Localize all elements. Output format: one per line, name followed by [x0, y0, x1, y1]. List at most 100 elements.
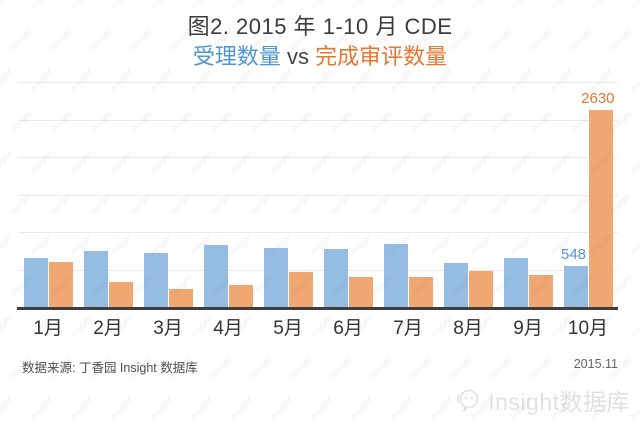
- subtitle-series-reviewed: 完成审评数量: [315, 44, 448, 69]
- bar-受理数量-1月: [23, 257, 48, 307]
- bar-受理数量-5月: [263, 248, 288, 307]
- bar-完成审评数量-2月: [108, 281, 133, 307]
- bar-group-4月: [198, 82, 258, 307]
- watermark-text: Insight: [189, 0, 214, 11]
- insight-logo-icon: [456, 389, 479, 412]
- x-label-6月: 6月: [333, 318, 363, 339]
- date-label: 2015.11: [573, 357, 618, 371]
- x-label-9月: 9月: [513, 318, 543, 339]
- bar-group-8月: [438, 82, 498, 307]
- bar-group-7月: [378, 82, 438, 307]
- watermark-text: Insight: [0, 0, 14, 11]
- bar-group-2月: [78, 82, 138, 307]
- data-source-label: 数据来源: 丁香园 Insight 数据库: [22, 361, 198, 375]
- chart-title: 图2. 2015 年 1-10 月 CDE: [187, 14, 453, 39]
- bar-受理数量-10月: 548: [561, 247, 588, 307]
- value-label-2630: 2630: [581, 89, 615, 107]
- gridline-1000: [18, 232, 618, 234]
- bar-完成审评数量-3月: [168, 289, 193, 307]
- watermark-text: Insight: [309, 0, 334, 11]
- watermark-text: Insight: [188, 395, 214, 422]
- bar-group-6月: [318, 82, 378, 307]
- insight-logo: Insight数据库: [453, 383, 630, 417]
- watermark-text: Insight: [348, 395, 374, 422]
- watermark-text: Insight: [389, 0, 414, 11]
- subtitle-vs: vs: [280, 44, 316, 69]
- watermark-text: Insight: [629, 0, 640, 11]
- gridline-2000: [18, 157, 618, 159]
- watermark-text: Insight: [148, 395, 174, 422]
- x-label-5月: 5月: [273, 318, 303, 339]
- watermark-text: Insight: [268, 395, 294, 422]
- gridline-500: [18, 269, 618, 271]
- bar-group-3月: [138, 82, 198, 307]
- watermark-text: Insight: [28, 395, 54, 422]
- watermark-text: Insight: [0, 149, 14, 176]
- watermark-text: Insight: [69, 0, 94, 11]
- watermark-text: Insight: [509, 0, 534, 11]
- watermark-text: Insight: [149, 0, 174, 11]
- watermark-text: Insight: [0, 231, 14, 258]
- bar-受理数量-2月: [83, 250, 108, 307]
- bar-完成审评数量-8月: [468, 271, 493, 307]
- watermark-text: Insight: [628, 231, 640, 258]
- watermark-text: Insight: [349, 0, 374, 11]
- watermark-text: Insight: [308, 395, 334, 422]
- bar-受理数量-6月: [323, 248, 348, 307]
- x-axis-line: [17, 307, 618, 310]
- x-label-4月: 4月: [213, 318, 243, 339]
- watermark-text: Insight: [0, 313, 14, 340]
- bar-受理数量-8月: [443, 263, 468, 307]
- bar-完成审评数量-4月: [228, 284, 253, 307]
- watermark-text: Insight: [229, 0, 254, 11]
- watermark-text: Insight: [388, 395, 414, 422]
- footer: 数据来源: 丁香园 Insight 数据库 2015.11: [22, 357, 618, 376]
- x-label-2月: 2月: [93, 318, 123, 339]
- watermark-text: Insight: [589, 0, 614, 11]
- watermark-text: Insight: [429, 0, 454, 11]
- plot-area: 548 2630: [17, 82, 618, 310]
- bar-series-container: 548 2630: [18, 82, 618, 307]
- watermark-text: Insight: [108, 395, 134, 422]
- bar-group-9月: [498, 82, 558, 307]
- bar-完成审评数量-10月: 2630: [581, 91, 615, 307]
- insight-logo-text: Insight数据库: [488, 389, 630, 415]
- bar-完成审评数量-1月: [48, 261, 73, 307]
- watermark-text: Insight: [628, 313, 640, 340]
- watermark-text: Insight: [109, 0, 134, 11]
- watermark-text: Insight: [0, 395, 14, 422]
- subtitle-series-accepted: 受理数量: [192, 44, 281, 69]
- gridline-3000: [18, 82, 618, 83]
- watermark-text: Insight: [228, 395, 254, 422]
- bar-完成审评数量-9月: [528, 274, 553, 307]
- x-label-1月: 1月: [33, 318, 63, 339]
- bar-完成审评数量-7月: [408, 276, 433, 307]
- bar-group-10月: 548 2630: [558, 82, 618, 307]
- bar-完成审评数量-6月: [348, 277, 373, 307]
- bar-group-5月: [258, 82, 318, 307]
- bar-group-1月: [18, 82, 78, 307]
- chart-subtitle: 受理数量 vs 完成审评数量: [0, 42, 640, 72]
- watermark-text: Insight: [469, 0, 494, 11]
- bar-受理数量-4月: [203, 245, 228, 307]
- watermark-text: Insight: [428, 395, 454, 422]
- watermark-text: Insight: [269, 0, 294, 11]
- gridline-2500: [18, 119, 618, 121]
- x-label-3月: 3月: [153, 318, 183, 339]
- x-label-10月: 10月: [567, 318, 609, 339]
- bar-受理数量-9月: [503, 258, 528, 307]
- x-label-8月: 8月: [453, 318, 483, 339]
- watermark-text: Insight: [628, 149, 640, 176]
- watermark-text: Insight: [628, 395, 640, 422]
- bar-受理数量-3月: [143, 253, 168, 307]
- value-label-548: 548: [560, 245, 587, 263]
- watermark-text: Insight: [68, 395, 94, 422]
- watermark-text: Insight: [549, 0, 574, 11]
- bar-完成审评数量-5月: [288, 271, 313, 307]
- gridline-1500: [18, 194, 618, 196]
- x-label-7月: 7月: [393, 318, 423, 339]
- bar-受理数量-7月: [383, 243, 408, 307]
- watermark-text: Insight: [29, 0, 54, 11]
- x-axis-labels: 1月 2月 3月 4月 5月 6月 7月 8月 9月 10月: [18, 313, 618, 340]
